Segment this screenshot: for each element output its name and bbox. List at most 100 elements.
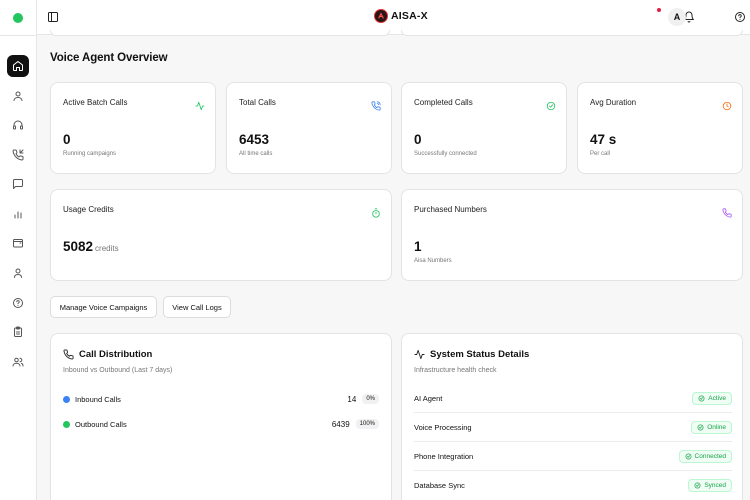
page-title: Voice Agent Overview xyxy=(50,52,168,64)
stat-card-completed: Completed Calls 0 Successfully connected xyxy=(401,82,567,174)
outbound-dot xyxy=(63,420,70,428)
avatar[interactable]: A xyxy=(668,8,686,26)
sidebar-item-analytics[interactable] xyxy=(7,203,29,225)
status-row: Database Sync Synced xyxy=(414,471,732,500)
top-bar: AISA-X xyxy=(37,0,750,35)
check-circle-icon xyxy=(546,98,556,111)
sidebar-item-team[interactable] xyxy=(7,351,29,373)
stat-value: 5082 credits xyxy=(63,239,119,254)
help-icon[interactable] xyxy=(734,11,746,23)
panel-title: Call Distribution xyxy=(63,349,152,360)
stat-value: 1 xyxy=(414,239,422,254)
system-subtitle: Infrastructure health check xyxy=(414,367,497,374)
activity-icon xyxy=(195,98,205,111)
sidebar-item-headset[interactable] xyxy=(7,114,29,136)
sidebar-item-clipboard[interactable] xyxy=(7,321,29,343)
stat-value: 47 s xyxy=(590,132,617,147)
status-badge: Active xyxy=(692,391,732,405)
stat-value: 0 xyxy=(414,132,422,147)
notification-dot xyxy=(657,8,661,12)
row-percent: 0% xyxy=(362,394,379,404)
panel-title: System Status Details xyxy=(414,349,529,360)
timer-icon xyxy=(371,205,381,218)
check-circle-icon xyxy=(685,453,692,459)
sidebar-item-help[interactable] xyxy=(7,292,29,314)
check-circle-icon xyxy=(698,395,705,401)
clock-icon xyxy=(722,98,732,111)
stat-label: Total Calls xyxy=(239,98,276,107)
credits-value: 5082 xyxy=(63,239,94,254)
status-badge: Online xyxy=(691,420,732,434)
status-row: Voice Processing Online xyxy=(414,413,732,442)
distribution-subtitle: Inbound vs Outbound (Last 7 days) xyxy=(63,367,173,374)
row-label: Inbound Calls xyxy=(75,394,121,404)
home-icon xyxy=(13,61,23,71)
row-count: 6439 xyxy=(331,419,350,429)
stat-card-active-batch: Active Batch Calls 0 Running campaigns xyxy=(50,82,216,174)
stat-card-usage-credits: Usage Credits 5082 credits xyxy=(50,189,392,281)
bar-chart-icon xyxy=(14,211,22,219)
sidebar-item-users[interactable] xyxy=(7,85,29,107)
status-text: Connected xyxy=(694,452,726,460)
status-text: Online xyxy=(707,423,726,431)
message-icon xyxy=(13,179,23,189)
sidebar-item-calls[interactable] xyxy=(7,144,29,166)
call-distribution-panel: Call Distribution Inbound vs Outbound (L… xyxy=(50,333,392,500)
headset-icon xyxy=(13,120,23,130)
manage-voice-campaigns-button[interactable]: Manage Voice Campaigns xyxy=(50,296,157,318)
scrolled-card-left xyxy=(50,30,390,36)
row-label: Outbound Calls xyxy=(75,419,127,429)
status-label: Phone Integration xyxy=(414,451,474,461)
clipboard-icon xyxy=(14,326,22,337)
sidebar-item-home[interactable] xyxy=(7,55,29,77)
phone-icon xyxy=(722,205,732,218)
sidebar-item-wallet[interactable] xyxy=(7,232,29,254)
status-text: Active xyxy=(708,394,726,402)
status-row: Phone Integration Connected xyxy=(414,442,732,471)
phone-incoming-icon xyxy=(12,149,24,161)
check-circle-icon xyxy=(697,424,704,430)
stat-sub: Per call xyxy=(590,151,611,157)
row-percent: 100% xyxy=(355,419,379,429)
brand-dot xyxy=(13,13,23,23)
system-title: System Status Details xyxy=(430,349,530,360)
logo-mark-icon xyxy=(374,9,388,23)
stat-label: Avg Duration xyxy=(590,98,637,107)
stat-label: Active Batch Calls xyxy=(63,98,128,107)
app-title: AISA-X xyxy=(391,10,428,22)
check-circle-icon xyxy=(694,482,701,489)
view-call-logs-button[interactable]: View Call Logs xyxy=(163,296,231,318)
status-label: Database Sync xyxy=(414,481,465,490)
list-item: Outbound Calls 6439 100% xyxy=(63,417,379,431)
status-badge: Synced xyxy=(688,479,732,492)
user-icon xyxy=(13,91,23,101)
sidebar-item-profile[interactable] xyxy=(7,262,29,284)
stat-sub: Running campaigns xyxy=(63,151,117,157)
stat-label: Usage Credits xyxy=(63,205,114,214)
distribution-title: Call Distribution xyxy=(79,349,153,360)
status-label: Voice Processing xyxy=(414,422,472,432)
app-logo: AISA-X xyxy=(374,9,428,23)
credits-unit: credits xyxy=(95,244,119,253)
team-icon xyxy=(12,357,24,367)
stat-value: 6453 xyxy=(239,132,270,147)
profile-icon xyxy=(14,268,22,278)
stat-value: 0 xyxy=(63,132,71,147)
phone-call-icon xyxy=(371,98,381,111)
stat-sub: Aisa Numbers xyxy=(414,258,452,264)
wallet-icon xyxy=(13,239,23,248)
activity-icon xyxy=(414,349,425,360)
row-count: 14 xyxy=(347,394,357,404)
stat-card-total-calls: Total Calls 6453 All time calls xyxy=(226,82,392,174)
inbound-dot xyxy=(63,395,70,403)
system-status-panel: System Status Details Infrastructure hea… xyxy=(401,333,743,500)
stat-card-purchased-numbers: Purchased Numbers 1 Aisa Numbers xyxy=(401,189,743,281)
status-row: AI Agent Active xyxy=(414,384,732,413)
phone-icon xyxy=(63,349,74,360)
sidebar-toggle-icon[interactable] xyxy=(47,11,59,23)
stat-sub: Successfully connected xyxy=(414,151,477,157)
list-item: Inbound Calls 14 0% xyxy=(63,392,379,406)
stat-card-avg-duration: Avg Duration 47 s Per call xyxy=(577,82,743,174)
sidebar-item-messages[interactable] xyxy=(7,173,29,195)
sidebar xyxy=(0,0,37,500)
